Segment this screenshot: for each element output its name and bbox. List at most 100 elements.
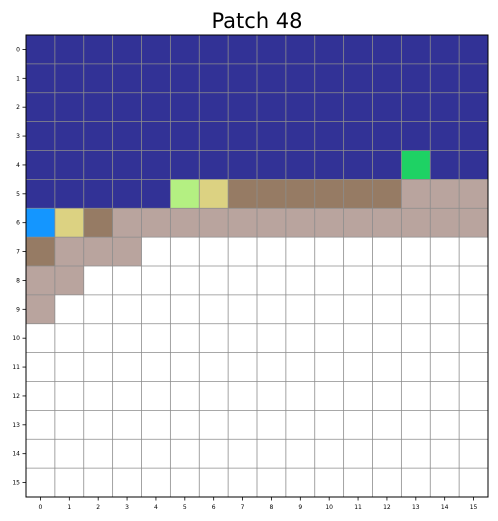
heatmap-cell	[199, 150, 229, 180]
heatmap-cell	[343, 92, 373, 122]
heatmap-cell	[372, 266, 402, 296]
heatmap-cell	[26, 121, 56, 151]
heatmap-cell	[228, 208, 258, 238]
heatmap-cell	[343, 294, 373, 325]
heatmap-cell	[170, 121, 200, 151]
x-tick-label: 3	[125, 504, 129, 511]
heatmap-cell	[228, 121, 258, 151]
heatmap-cell	[141, 63, 171, 94]
heatmap-cell	[141, 121, 171, 151]
y-tick-label: 13	[12, 422, 20, 429]
heatmap-cell	[54, 410, 85, 440]
heatmap-cell	[372, 439, 402, 469]
heatmap-cell	[343, 63, 373, 94]
y-tick-label: 4	[16, 162, 20, 169]
heatmap-cell	[372, 63, 402, 94]
heatmap-cell	[170, 439, 200, 469]
heatmap-cell	[401, 323, 431, 353]
heatmap-cell	[314, 92, 344, 122]
heatmap-cell	[257, 150, 287, 180]
heatmap-cell	[54, 63, 85, 94]
heatmap-cell	[228, 468, 258, 498]
heatmap-cell	[141, 150, 171, 180]
heatmap-gridlines	[26, 35, 488, 497]
heatmap-cell	[26, 63, 56, 94]
heatmap-cell	[199, 63, 229, 94]
heatmap-cell	[314, 266, 344, 296]
heatmap-cell	[26, 323, 56, 353]
heatmap-cell	[430, 92, 460, 122]
heatmap-cell	[170, 294, 200, 325]
heatmap-cell	[285, 323, 316, 353]
heatmap-cell	[343, 35, 373, 65]
heatmap-cell	[430, 468, 460, 498]
heatmap-cell	[26, 92, 56, 122]
heatmap-cell	[54, 92, 85, 122]
heatmap-cell	[459, 294, 489, 325]
heatmap-cell	[257, 468, 287, 498]
heatmap-cell	[372, 237, 402, 267]
heatmap-cell	[141, 352, 171, 382]
heatmap-cell	[54, 352, 85, 382]
heatmap-cell	[141, 266, 171, 296]
heatmap-cell	[228, 294, 258, 325]
heatmap-cell	[314, 237, 344, 267]
heatmap-cell	[170, 381, 200, 411]
heatmap-cell	[401, 237, 431, 267]
x-tick-label: 5	[183, 504, 187, 511]
x-tick-label: 13	[412, 504, 420, 511]
heatmap-cell	[314, 410, 344, 440]
heatmap-cell	[26, 468, 56, 498]
heatmap-cell	[430, 266, 460, 296]
x-tick-label: 9	[298, 504, 302, 511]
y-tick-label: 10	[12, 335, 20, 342]
heatmap-cell	[314, 179, 344, 209]
x-tick-label: 12	[383, 504, 391, 511]
heatmap-cell	[228, 410, 258, 440]
heatmap-cell	[285, 208, 316, 238]
heatmap-cell	[257, 121, 287, 151]
heatmap-cell	[343, 266, 373, 296]
heatmap-cell	[314, 352, 344, 382]
heatmap-cell	[257, 179, 287, 209]
y-tick-label: 11	[12, 364, 20, 371]
heatmap-cell	[83, 121, 113, 151]
heatmap-cell	[54, 179, 85, 209]
heatmap-cell	[285, 439, 316, 469]
x-tick-label: 6	[212, 504, 216, 511]
heatmap-cell	[26, 266, 56, 296]
heatmap-cell	[401, 121, 431, 151]
heatmap-cell	[141, 294, 171, 325]
heatmap-cell	[228, 150, 258, 180]
heatmap-cell	[430, 294, 460, 325]
heatmap-cell	[112, 150, 142, 180]
heatmap-cell	[401, 294, 431, 325]
heatmap-cell	[459, 381, 489, 411]
y-tick-label: 2	[16, 104, 20, 111]
heatmap-cell	[228, 323, 258, 353]
heatmap-cell	[141, 323, 171, 353]
heatmap-cell	[343, 323, 373, 353]
heatmap-cell	[83, 410, 113, 440]
heatmap-cell	[54, 323, 85, 353]
heatmap-cell	[83, 150, 113, 180]
heatmap-cell	[430, 439, 460, 469]
heatmap-cell	[112, 323, 142, 353]
heatmap-cell	[112, 410, 142, 440]
heatmap-cell	[199, 439, 229, 469]
heatmap-cell	[257, 63, 287, 94]
heatmap-cell	[459, 237, 489, 267]
heatmap-cell	[26, 352, 56, 382]
heatmap-cell	[343, 352, 373, 382]
heatmap-cell	[372, 92, 402, 122]
heatmap-cell	[372, 208, 402, 238]
heatmap-cell	[430, 381, 460, 411]
heatmap-cell	[199, 294, 229, 325]
heatmap-cell	[285, 150, 316, 180]
heatmap-cell	[54, 208, 85, 238]
heatmap-cell	[199, 381, 229, 411]
plot-frame	[25, 34, 489, 498]
heatmap-cell	[170, 352, 200, 382]
heatmap-cell	[285, 92, 316, 122]
heatmap-cell	[170, 63, 200, 94]
